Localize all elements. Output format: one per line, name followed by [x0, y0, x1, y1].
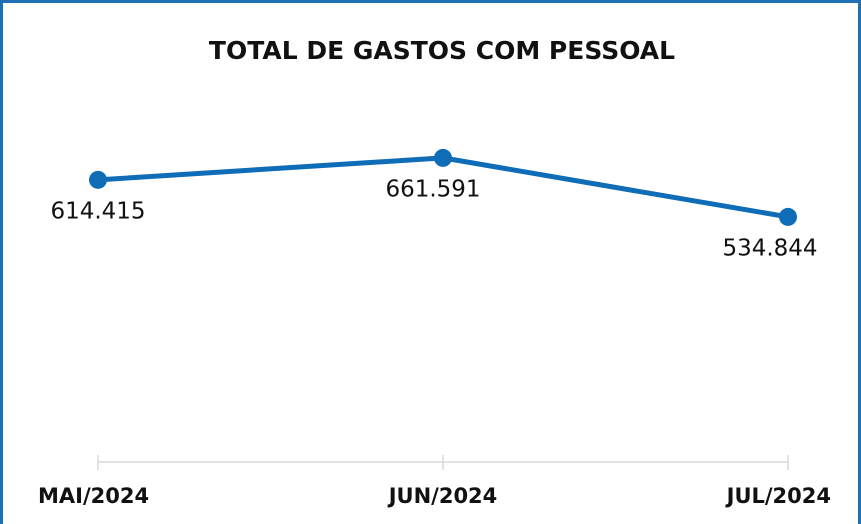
data-label: 614.415: [50, 198, 145, 224]
chart-title: TOTAL DE GASTOS COM PESSOAL: [209, 36, 675, 65]
data-label: 661.591: [385, 176, 480, 202]
x-tick-label: JUN/2024: [387, 484, 498, 508]
x-tick-label: JUL/2024: [725, 484, 831, 508]
point: [434, 148, 452, 167]
data-label: 534.844: [722, 235, 817, 261]
x-tick-label: MAI/2024: [38, 484, 149, 508]
point: [89, 170, 107, 189]
point: [779, 207, 797, 226]
